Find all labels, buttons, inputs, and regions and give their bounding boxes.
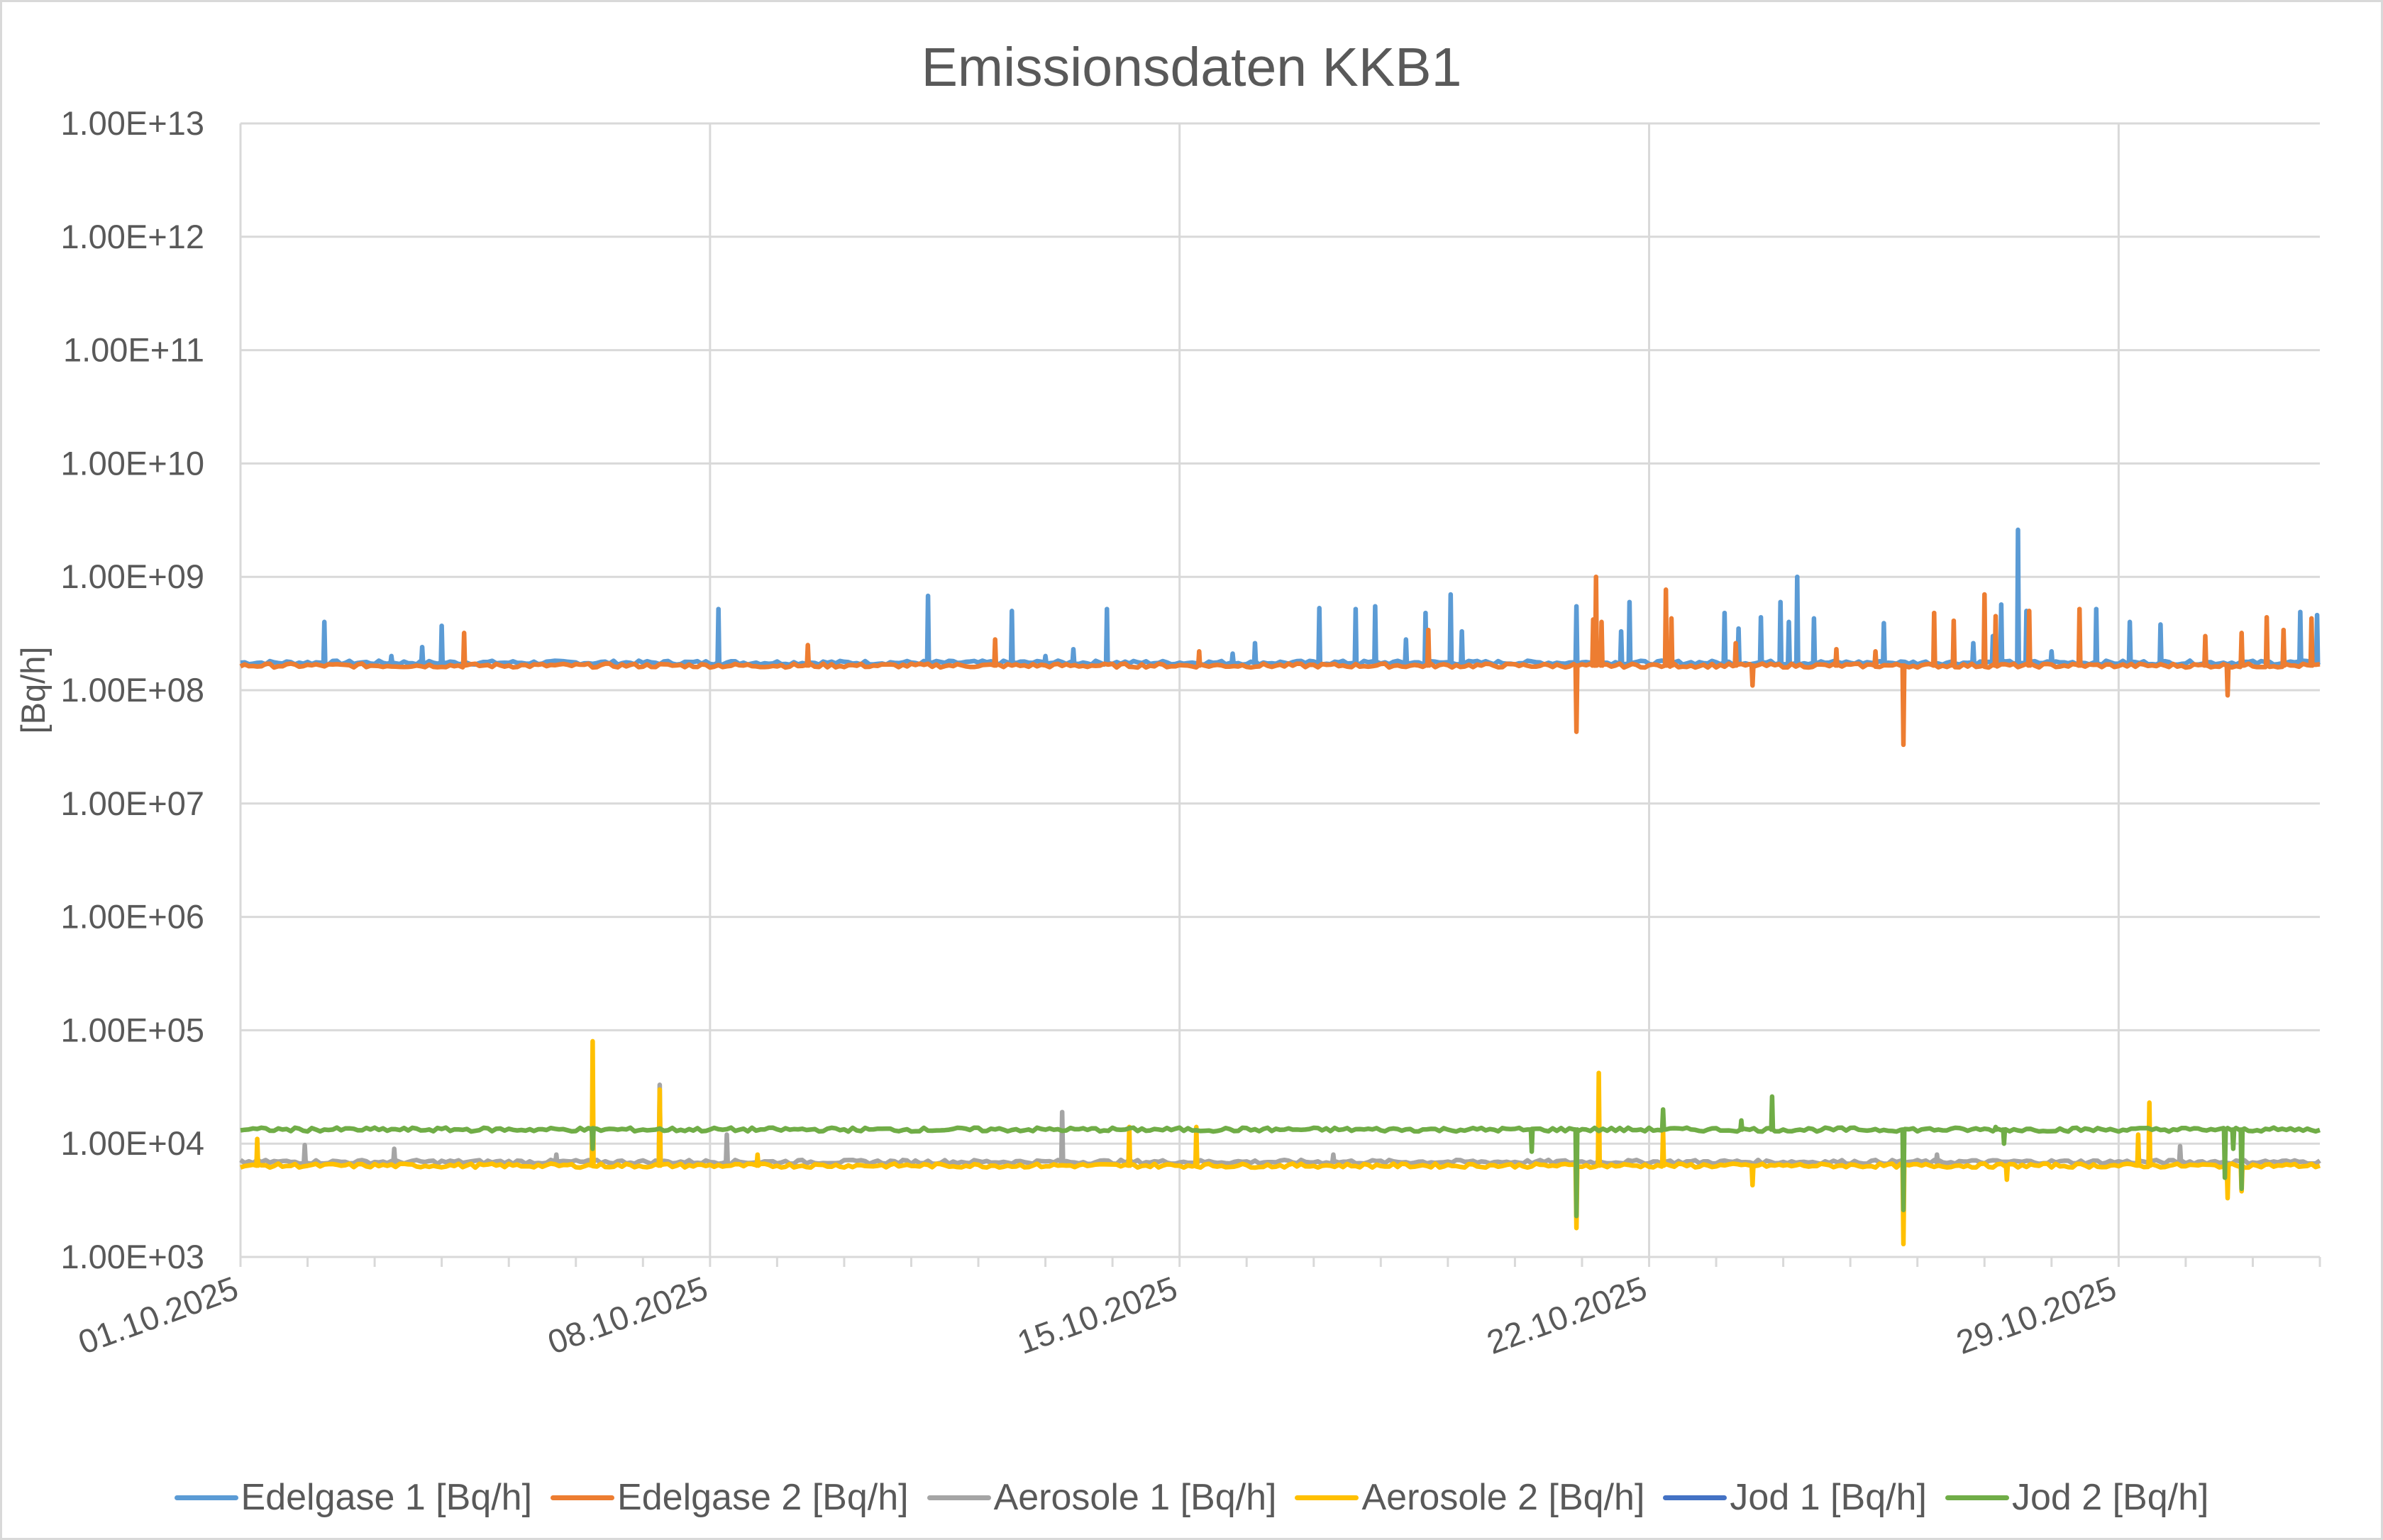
legend-swatch (551, 1495, 615, 1500)
series-line-3 (240, 1038, 2321, 1247)
y-tick-label: 1.00E+04 (60, 1124, 204, 1162)
series-line-0 (240, 527, 2321, 667)
x-tick-label: 15.10.2025 (1012, 1269, 1182, 1361)
x-tick-label: 22.10.2025 (1482, 1269, 1652, 1361)
legend-item: Jod 1 [Bq/h] (1663, 1476, 1927, 1519)
y-tick-label: 1.00E+11 (63, 331, 204, 369)
series-line-2 (239, 1082, 2321, 1166)
x-tick-label: 01.10.2025 (73, 1269, 243, 1361)
series-line-1 (239, 574, 2321, 748)
legend-label: Edelgase 2 [Bq/h] (617, 1477, 909, 1518)
legend-swatch (174, 1495, 238, 1500)
x-tick-label: 08.10.2025 (543, 1269, 712, 1361)
legend-label: Aerosole 2 [Bq/h] (1361, 1477, 1645, 1518)
legend-label: Edelgase 1 [Bq/h] (240, 1477, 533, 1518)
y-tick-label: 1.00E+06 (60, 898, 204, 936)
legend-item: Jod 2 [Bq/h] (1945, 1476, 2209, 1519)
legend-item: Edelgase 2 [Bq/h] (551, 1476, 909, 1519)
y-tick-label: 1.00E+05 (60, 1011, 204, 1048)
y-tick-label: 1.00E+12 (60, 218, 204, 255)
y-tick-label: 1.00E+07 (60, 785, 204, 822)
legend-item: Aerosole 2 [Bq/h] (1295, 1476, 1644, 1519)
legend-swatch (927, 1495, 991, 1500)
series-line-5 (240, 1094, 2321, 1219)
legend-item: Aerosole 1 [Bq/h] (927, 1476, 1277, 1519)
y-tick-label: 1.00E+03 (60, 1238, 204, 1275)
y-axis-label: [Bq/h] (14, 647, 52, 734)
y-tick-label: 1.00E+09 (60, 558, 204, 595)
legend-label: Jod 2 [Bq/h] (2011, 1477, 2209, 1518)
chart-title: Emissionsdaten KKB1 (921, 37, 1462, 98)
y-tick-label: 1.00E+08 (60, 671, 204, 709)
legend-item: Edelgase 1 [Bq/h] (174, 1476, 533, 1519)
legend-swatch (1663, 1495, 1727, 1500)
legend-label: Jod 1 [Bq/h] (1730, 1477, 1927, 1518)
y-tick-label: 1.00E+13 (60, 104, 204, 142)
y-tick-label: 1.00E+10 (60, 444, 204, 482)
x-tick-label: 29.10.2025 (1952, 1269, 2121, 1361)
legend-swatch (1295, 1495, 1359, 1500)
legend-swatch (1945, 1495, 2009, 1500)
legend-label: Aerosole 1 [Bq/h] (993, 1477, 1277, 1518)
legend: Edelgase 1 [Bq/h] Edelgase 2 [Bq/h] Aeroso… (2, 1476, 2381, 1519)
